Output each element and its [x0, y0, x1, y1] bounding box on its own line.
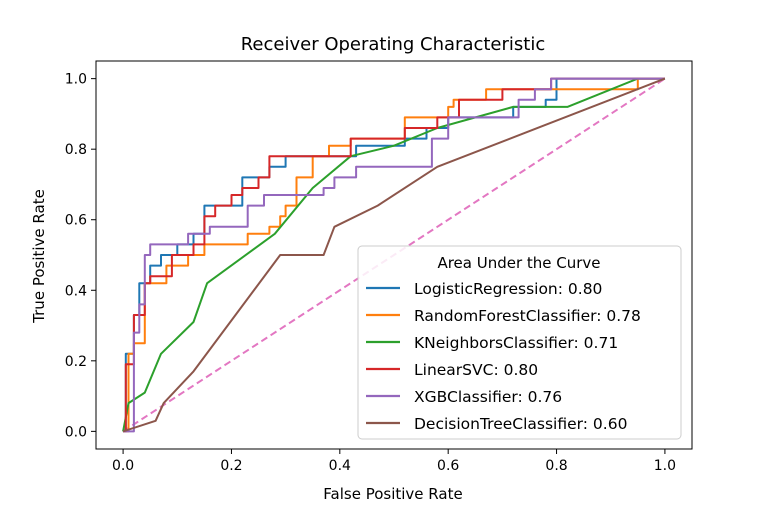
legend-title: Area Under the Curve — [437, 254, 600, 272]
x-axis-label: False Positive Rate — [323, 485, 462, 503]
series-layer — [122, 77, 666, 433]
legend-label: XGBClassifier: 0.76 — [414, 388, 562, 406]
y-tick-label: 1.0 — [65, 72, 87, 88]
y-axis-label: True Positive Rate — [30, 189, 48, 324]
x-ticks: 0.0 0.2 0.4 0.6 0.8 1.0 — [112, 449, 676, 474]
legend-label: LogisticRegression: 0.80 — [414, 280, 602, 298]
x-tick-label: 0.4 — [329, 458, 351, 474]
legend: Area Under the Curve LogisticRegression:… — [357, 245, 682, 440]
series-line-4 — [123, 77, 665, 433]
x-tick-label: 0.0 — [112, 458, 134, 474]
x-tick-label: 0.6 — [437, 458, 459, 474]
legend-items: LogisticRegression: 0.80 RandomForestClas… — [366, 280, 641, 433]
y-tick-label: 0.4 — [65, 283, 87, 299]
y-tick-label: 0.8 — [65, 142, 87, 158]
x-tick-label: 1.0 — [654, 458, 676, 474]
y-ticks: 0.0 0.2 0.4 0.6 0.8 1.0 — [65, 72, 96, 440]
series-line-3 — [123, 77, 665, 433]
y-tick-label: 0.6 — [65, 213, 87, 229]
legend-label: DecisionTreeClassifier: 0.60 — [414, 415, 627, 433]
legend-label: LinearSVC: 0.80 — [414, 361, 538, 379]
legend-label: KNeighborsClassifier: 0.71 — [414, 334, 618, 352]
y-tick-label: 0.2 — [65, 354, 87, 370]
chart-title: Receiver Operating Characteristic — [241, 34, 546, 55]
series-line-2 — [122, 77, 665, 432]
legend-box — [357, 245, 682, 440]
legend-label: RandomForestClassifier: 0.78 — [414, 307, 641, 325]
x-tick-label: 0.8 — [545, 458, 567, 474]
series-line-5 — [122, 77, 666, 433]
plot-frame — [95, 60, 693, 450]
y-tick-label: 0.0 — [65, 424, 87, 440]
x-tick-label: 0.2 — [220, 458, 242, 474]
